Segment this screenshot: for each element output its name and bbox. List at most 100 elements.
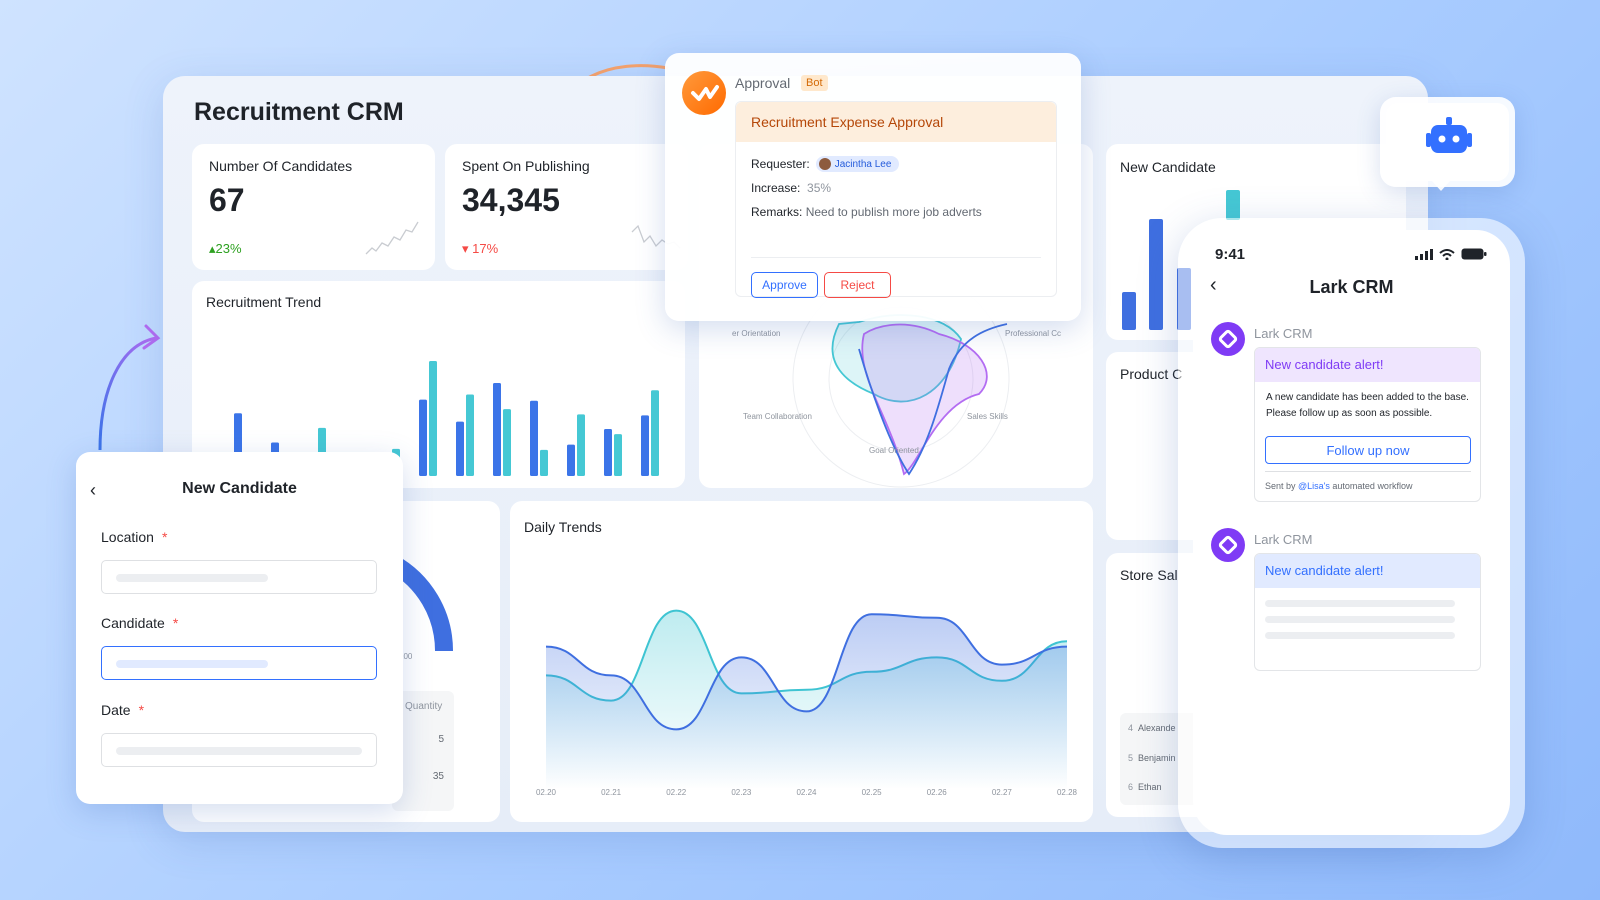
page-title: Recruitment CRM <box>194 98 404 126</box>
list-item: 4 Alexande <box>1128 723 1176 733</box>
chat-title: Lark CRM <box>1309 277 1394 297</box>
divider <box>751 257 1041 258</box>
increase-row: Increase: 35% <box>751 181 832 195</box>
quantity-value: 35 <box>432 771 444 782</box>
bar <box>456 421 464 476</box>
location-field[interactable] <box>101 560 377 594</box>
radar-label: Goal Oriented <box>869 446 919 455</box>
phone-screen: 9:41 ‹ Lark CRM Lark CRM New candidate a… <box>1193 230 1510 835</box>
stat-change-up: ▴23% <box>209 241 242 256</box>
approval-logo-icon <box>682 71 726 115</box>
candidate-label: Candidate * <box>101 615 179 631</box>
card-title: Store Sal <box>1120 567 1178 583</box>
card-title: Daily Trends <box>524 519 602 535</box>
bar <box>429 361 437 476</box>
requester-label: Requester: <box>751 157 810 171</box>
approval-card: Recruitment Expense Approval Requester: … <box>735 101 1057 298</box>
bar <box>419 399 427 476</box>
requester-chip[interactable]: Jacintha Lee <box>815 156 900 172</box>
daily-trends-card: Daily Trends 02.20 02.21 02.22 02.23 02.24 02… <box>510 501 1093 822</box>
card-title: Recruitment Trend <box>206 294 322 310</box>
alert-body: A new candidate has been added to the ba… <box>1266 392 1469 419</box>
list-item: 5 Benjamin <box>1128 753 1176 763</box>
series-area <box>546 614 1067 789</box>
stat-value: 67 <box>209 182 245 218</box>
follow-up-button[interactable]: Follow up now <box>1265 436 1471 464</box>
approval-card-header: Recruitment Expense Approval <box>736 102 1056 142</box>
date-label: Date * <box>101 702 145 718</box>
status-time: 9:41 <box>1215 246 1246 263</box>
bar <box>530 400 538 476</box>
lark-crm-avatar-icon <box>1211 528 1245 562</box>
x-tick-label: 02.22 <box>666 788 687 797</box>
stat-card-candidates: Number Of Candidates 67 ▴23% <box>192 144 435 270</box>
approval-card-title: Recruitment Expense Approval <box>751 114 944 130</box>
mention-link[interactable]: @Lisa's <box>1298 481 1330 491</box>
x-tick-label: 02.21 <box>601 788 622 797</box>
arrow-up-icon: ▴ <box>209 241 216 256</box>
candidate-field[interactable] <box>101 646 377 680</box>
radar-label: Sales Skills <box>967 412 1008 421</box>
bar <box>604 428 612 476</box>
approve-button[interactable]: Approve <box>751 272 818 298</box>
radar-label: Team Collaboration <box>743 412 812 421</box>
new-candidate-form: ‹ New Candidate Location * Candidate * Dat… <box>76 452 403 804</box>
bot-avatar-bubble <box>1380 97 1515 191</box>
bar <box>503 409 511 476</box>
phone-mockup: 9:41 ‹ Lark CRM Lark CRM New candidate a… <box>1178 218 1525 848</box>
x-tick-label: 02.26 <box>927 788 948 797</box>
x-tick-label: 02.24 <box>796 788 817 797</box>
approval-bot-message: Approval Bot Recruitment Expense Approva… <box>665 53 1081 321</box>
card-title: New Candidate <box>1120 159 1216 175</box>
bar <box>641 415 649 476</box>
wifi-icon <box>1439 249 1455 260</box>
form-title: New Candidate <box>182 480 297 497</box>
bar <box>1122 292 1136 330</box>
lark-crm-avatar-icon <box>1211 322 1245 356</box>
gauge-tick: 100 <box>399 652 413 661</box>
stat-label: Number Of Candidates <box>209 158 353 174</box>
radar-label: er Orientation <box>732 329 781 338</box>
alert-footer: Sent by @Lisa's automated workflow <box>1265 481 1413 491</box>
card-title: Product C <box>1120 366 1183 382</box>
stat-label: Spent On Publishing <box>462 158 590 174</box>
robot-icon <box>1426 117 1472 153</box>
back-chevron-icon[interactable]: ‹ <box>90 480 96 500</box>
series-line <box>545 613 1068 731</box>
sender-name: Lark CRM <box>1254 326 1313 341</box>
radar-label: Professional Cc <box>1005 329 1062 338</box>
signal-icon <box>1415 249 1433 260</box>
date-field[interactable] <box>101 733 377 767</box>
stat-card-spent: Spent On Publishing 34,345 ▾ 17% <box>445 144 688 270</box>
approval-header: Approval <box>735 75 791 91</box>
x-tick-label: 02.25 <box>862 788 883 797</box>
bar <box>466 394 474 476</box>
quantity-header: Quantity <box>405 701 443 712</box>
x-tick-label: 02.27 <box>992 788 1013 797</box>
avatar <box>818 158 831 170</box>
radar-chart <box>792 270 1010 488</box>
battery-icon <box>1461 248 1487 260</box>
x-tick-label: 02.23 <box>731 788 752 797</box>
bar <box>540 449 548 476</box>
bar <box>1226 190 1240 220</box>
bar <box>614 434 622 476</box>
candidate-alert-card: New candidate alert! <box>1254 553 1481 671</box>
reject-button[interactable]: Reject <box>824 272 891 298</box>
bar <box>1149 219 1163 330</box>
bot-badge: Bot <box>801 75 828 91</box>
bar <box>577 414 585 476</box>
bar <box>567 444 575 476</box>
daily-trends-line-chart: 02.20 02.21 02.22 02.23 02.24 02.25 02.26 02.27… <box>536 609 1078 797</box>
bar <box>493 382 501 476</box>
remarks-row: Remarks: Need to publish more job advert… <box>751 205 982 219</box>
bar <box>651 390 659 476</box>
back-chevron-icon[interactable]: ‹ <box>1210 274 1217 296</box>
location-label: Location * <box>101 529 168 545</box>
status-icons <box>1415 248 1487 260</box>
stat-value: 34,345 <box>462 182 560 218</box>
arrow-down-icon: ▾ <box>462 241 473 256</box>
requester-row: Requester: Jacintha Lee <box>751 156 900 172</box>
candidate-alert-card: New candidate alert! A new candidate has… <box>1254 347 1481 502</box>
x-tick-label: 02.28 <box>1057 788 1078 797</box>
